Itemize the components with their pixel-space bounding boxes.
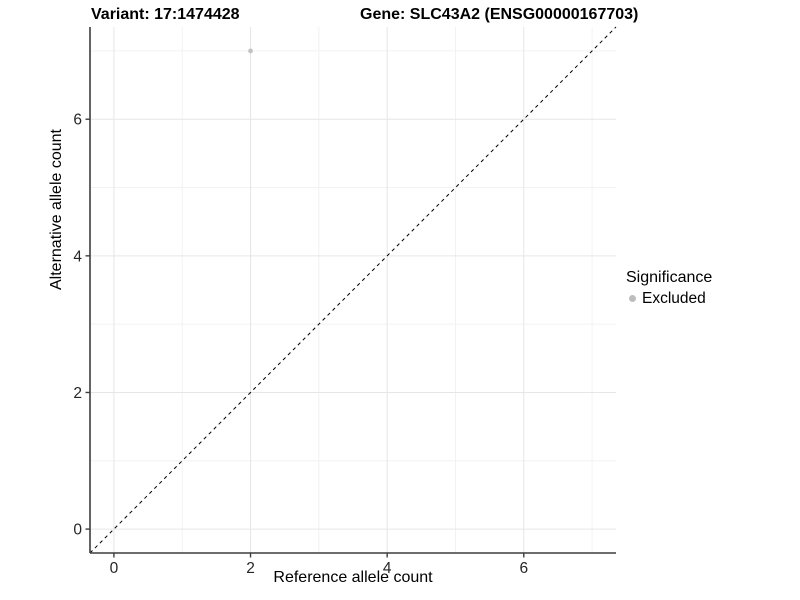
y-axis-tick-label: 4 <box>73 248 82 265</box>
y-axis-tick-label: 0 <box>73 522 82 539</box>
legend: Significance Excluded <box>626 268 712 308</box>
gene-title: Gene: SLC43A2 (ENSG00000167703) <box>360 6 639 23</box>
data-point <box>248 48 253 54</box>
y-axis-tick-label: 6 <box>73 112 82 129</box>
x-axis-title: Reference allele count <box>273 569 433 586</box>
y-axis-tick-label: 2 <box>73 385 82 402</box>
identity-line <box>89 26 617 554</box>
legend-title: Significance <box>626 269 713 286</box>
x-axis-tick-label: 0 <box>110 560 119 577</box>
x-axis-tick-label: 4 <box>383 560 392 577</box>
legend-entry-excluded: Excluded <box>626 289 712 308</box>
legend-entry-label: Excluded <box>642 290 706 307</box>
legend-point-icon <box>629 295 636 302</box>
x-axis-tick-label: 6 <box>519 560 528 577</box>
x-axis-tick-label: 2 <box>246 560 255 577</box>
variant-title: Variant: 17:1474428 <box>91 6 240 23</box>
